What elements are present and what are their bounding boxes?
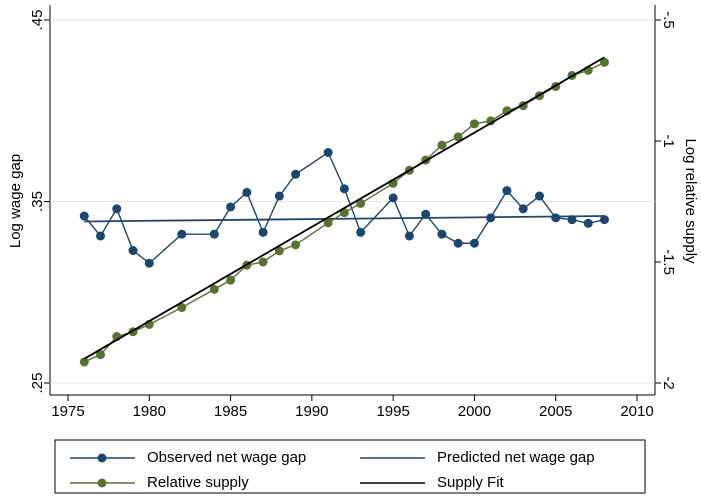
- y2-tick-label: -1: [660, 134, 677, 147]
- y-tick-label: .25: [29, 373, 46, 394]
- x-tick-label: 2010: [620, 403, 653, 420]
- marker: [128, 246, 138, 256]
- marker: [96, 231, 106, 241]
- marker: [339, 208, 349, 218]
- legend-label: Observed net wage gap: [147, 449, 306, 466]
- marker: [209, 229, 219, 239]
- marker: [177, 229, 187, 239]
- x-tick-label: 1985: [214, 403, 247, 420]
- series-line: [83, 56, 605, 360]
- x-tick-label: 2005: [539, 403, 572, 420]
- marker: [599, 215, 609, 225]
- marker: [518, 204, 528, 214]
- marker: [258, 227, 268, 237]
- marker: [486, 116, 496, 126]
- marker: [242, 187, 252, 197]
- marker: [599, 57, 609, 67]
- legend-box: [54, 439, 646, 494]
- marker: [258, 257, 268, 267]
- marker: [323, 147, 333, 157]
- marker: [226, 202, 236, 212]
- y2-tick-label: -2: [660, 376, 677, 389]
- marker: [551, 213, 561, 223]
- marker: [79, 357, 89, 367]
- marker: [469, 119, 479, 129]
- marker: [79, 211, 89, 221]
- marker: [404, 231, 414, 241]
- marker: [177, 302, 187, 312]
- series-line: [84, 215, 605, 223]
- x-tick-label: 1990: [295, 403, 328, 420]
- marker: [583, 218, 593, 228]
- marker: [534, 191, 544, 201]
- y-axis-title: Log wage gap: [7, 154, 24, 248]
- marker: [388, 193, 398, 203]
- x-tick-label: 1975: [51, 403, 84, 420]
- legend-label: Predicted net wage gap: [437, 449, 595, 466]
- marker: [453, 132, 463, 142]
- x-tick-label: 2000: [458, 403, 491, 420]
- marker: [209, 284, 219, 294]
- y-tick-label: .45: [29, 10, 46, 31]
- legend-marker: [97, 478, 107, 488]
- marker: [469, 238, 479, 248]
- marker: [356, 227, 366, 237]
- x-tick-label: 1995: [376, 403, 409, 420]
- marker: [437, 140, 447, 150]
- marker: [323, 218, 333, 228]
- marker: [112, 204, 122, 214]
- legend-label: Supply Fit: [437, 474, 505, 491]
- marker: [144, 258, 154, 268]
- marker: [291, 240, 301, 250]
- y-tick-label: .35: [29, 191, 46, 212]
- marker: [421, 209, 431, 219]
- y2-tick-label: -1.5: [660, 249, 677, 275]
- marker: [339, 184, 349, 194]
- marker: [453, 238, 463, 248]
- marker: [226, 275, 236, 285]
- x-tick-label: 1980: [133, 403, 166, 420]
- legend-marker: [97, 453, 107, 463]
- y2-axis-title: Log relative supply: [682, 138, 699, 264]
- marker: [567, 215, 577, 225]
- legend-label: Relative supply: [147, 474, 249, 491]
- marker: [356, 198, 366, 208]
- marker: [96, 350, 106, 360]
- marker: [274, 246, 284, 256]
- marker: [437, 229, 447, 239]
- marker: [274, 191, 284, 201]
- y2-tick-label: -.5: [660, 11, 677, 29]
- marker: [502, 186, 512, 196]
- marker: [291, 169, 301, 179]
